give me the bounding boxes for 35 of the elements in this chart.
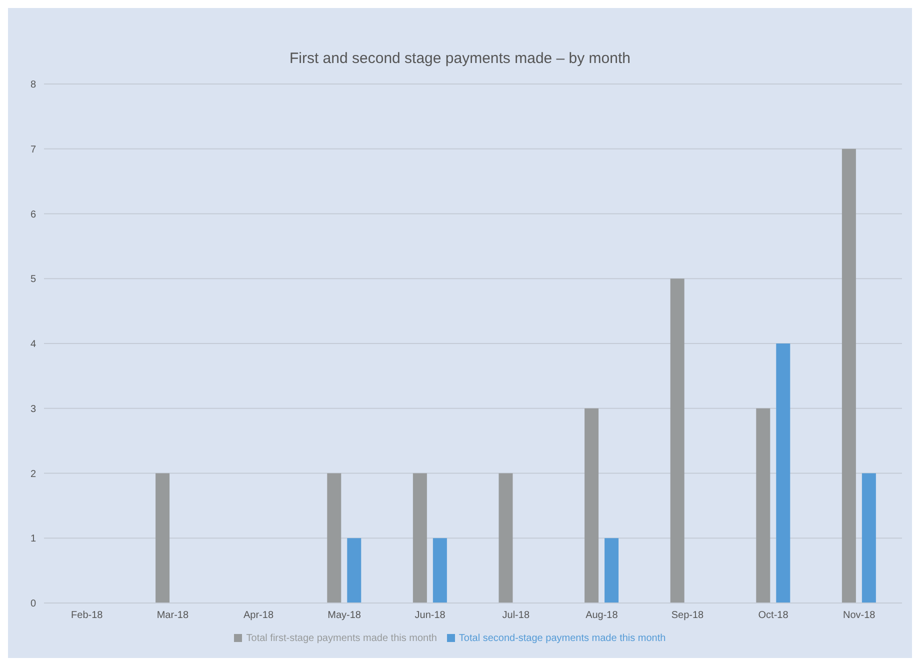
legend-label: Total first-stage payments made this month	[246, 633, 437, 644]
y-tick-label: 2	[30, 468, 36, 480]
bar	[412, 473, 427, 603]
x-tick-label: Jul-18	[502, 610, 530, 622]
x-tick-label: Oct-18	[758, 610, 789, 622]
x-tick-label: Mar-18	[156, 610, 189, 622]
x-tick-label: May-18	[328, 610, 362, 622]
chart-title: First and second stage payments made – by month	[288, 50, 632, 67]
bar	[498, 473, 513, 603]
bar	[670, 278, 684, 603]
y-tick-label: 0	[30, 598, 36, 610]
bar	[842, 148, 856, 603]
y-tick-label: 3	[30, 404, 36, 415]
x-tick-label: Feb-18	[71, 610, 104, 622]
x-tick-label: Aug-18	[586, 610, 618, 622]
bar	[776, 344, 790, 603]
y-tick-label: 5	[30, 274, 36, 286]
y-tick-label: 7	[30, 144, 36, 156]
bar	[584, 408, 599, 603]
bar	[604, 538, 619, 603]
y-tick-label: 8	[30, 80, 36, 91]
x-tick-label: Nov-18	[842, 610, 876, 622]
bar	[156, 473, 170, 603]
x-tick-label: Sep-18	[671, 610, 704, 622]
x-tick-label: Apr-18	[243, 610, 274, 622]
legend-label: Total second-stage payments made this month	[458, 633, 666, 644]
bar	[862, 473, 876, 603]
bar	[327, 473, 342, 603]
y-tick-label: 6	[30, 209, 36, 220]
bar	[432, 538, 447, 603]
x-tick-label: Jun-18	[414, 610, 446, 622]
bar	[756, 408, 770, 603]
y-tick-label: 1	[30, 534, 36, 545]
bar	[347, 538, 362, 603]
y-tick-label: 4	[30, 339, 36, 350]
